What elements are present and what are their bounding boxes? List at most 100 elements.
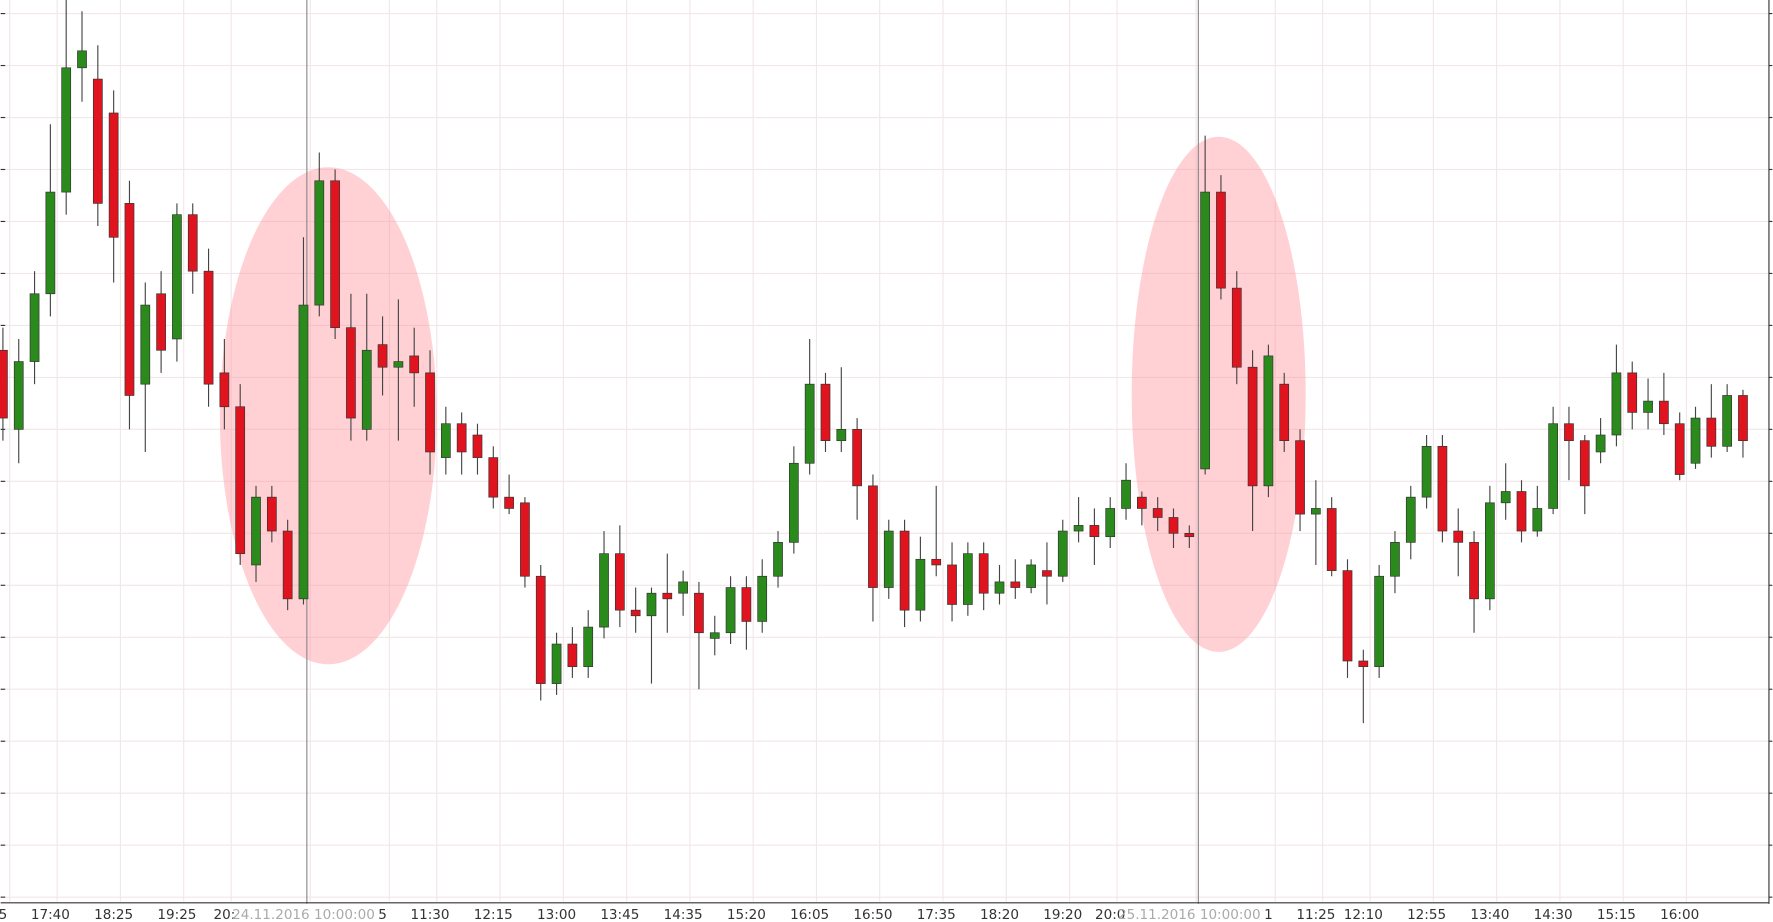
candle-body xyxy=(1358,660,1369,667)
candle-body xyxy=(314,180,325,306)
candle-body xyxy=(788,462,799,543)
candle-body xyxy=(852,429,862,487)
candle-body xyxy=(1279,383,1290,442)
x-tick-label: 15:20 xyxy=(727,907,766,922)
candle-body xyxy=(13,361,24,430)
candle-body xyxy=(1405,496,1416,543)
candle-body xyxy=(1516,491,1527,532)
candle-body xyxy=(124,203,135,396)
x-tick-label: 1 xyxy=(1264,907,1273,922)
candle-body xyxy=(1627,372,1638,413)
candle-body xyxy=(820,383,831,442)
candle-body xyxy=(108,112,119,238)
x-tick-label: 5 xyxy=(378,907,387,922)
candle-body xyxy=(1738,395,1748,442)
candle-body xyxy=(219,372,230,408)
candle-body xyxy=(899,530,910,611)
candle-body xyxy=(1042,570,1052,577)
x-tick-label: 17:40 xyxy=(31,907,70,922)
candle-body xyxy=(1311,508,1321,515)
candle-body xyxy=(931,558,942,566)
candle-body xyxy=(836,429,847,442)
candle-body xyxy=(409,355,420,374)
candle-body xyxy=(251,496,261,566)
candle-body xyxy=(883,530,894,588)
candle-body xyxy=(1200,191,1210,470)
candles xyxy=(0,0,1748,724)
candle-body xyxy=(92,78,103,204)
candle-body xyxy=(1595,434,1606,453)
x-tick-label: 11:30 xyxy=(410,907,449,922)
candle-body xyxy=(1564,423,1574,442)
candle-body xyxy=(757,575,768,622)
candle-body xyxy=(361,349,372,430)
candle-body xyxy=(298,304,309,600)
candle-body xyxy=(694,592,704,634)
candle-body xyxy=(1500,491,1511,504)
candle-body xyxy=(472,434,483,458)
candle-body xyxy=(1247,366,1258,487)
candle-body xyxy=(393,361,404,368)
candle-body xyxy=(29,293,40,362)
candle-body xyxy=(1136,496,1147,509)
candle-body xyxy=(1437,445,1448,532)
candle-body xyxy=(1674,423,1685,475)
candle-body xyxy=(741,587,752,622)
candle-body xyxy=(1421,445,1432,498)
x-tick-label: 15:15 xyxy=(1597,907,1636,922)
candle-body xyxy=(266,496,277,532)
candle-body xyxy=(330,180,340,329)
candle-body xyxy=(1010,581,1021,588)
candle-body xyxy=(662,592,673,600)
candle-body xyxy=(773,542,783,577)
candle-body xyxy=(994,581,1005,594)
candle-body xyxy=(1374,575,1384,667)
candle-body xyxy=(962,553,973,605)
candle-body xyxy=(203,270,214,385)
candle-body xyxy=(1390,542,1400,577)
candle-body xyxy=(440,423,451,458)
candle-body xyxy=(1469,542,1479,600)
x-tick-label: 11:25 xyxy=(1296,907,1335,922)
x-tick-label: 25.11.2016 10:00:00 xyxy=(1118,907,1261,922)
candle-body xyxy=(915,558,926,611)
x-tick-label: 13:40 xyxy=(1470,907,1509,922)
candle-body xyxy=(1168,517,1179,534)
candle-body xyxy=(140,304,151,385)
x-tick-label: 13:00 xyxy=(537,907,576,922)
candle-body xyxy=(1485,502,1495,600)
x-tick-label: 14:35 xyxy=(664,907,703,922)
x-tick-label: 20: xyxy=(213,907,235,922)
x-tick-label: 12:55 xyxy=(1407,907,1446,922)
x-tick-label: 16:05 xyxy=(790,907,829,922)
candle-body xyxy=(1089,525,1100,538)
candle-body xyxy=(978,553,989,594)
candle-body xyxy=(1231,287,1242,368)
candle-body xyxy=(187,214,198,272)
candle-body xyxy=(1548,423,1559,509)
candle-body xyxy=(377,344,388,368)
candle-body xyxy=(488,457,499,498)
x-tick-label: 13:45 xyxy=(600,907,639,922)
candle-body xyxy=(504,496,514,509)
candle-body xyxy=(535,575,546,684)
x-tick-label: 14:30 xyxy=(1534,907,1573,922)
candle-body xyxy=(1643,400,1653,413)
x-tick-label: 20:0 xyxy=(1095,907,1125,922)
candle-body xyxy=(520,502,530,577)
candle-body xyxy=(1722,395,1733,447)
candle-body xyxy=(456,423,467,453)
candle-body xyxy=(804,383,815,464)
candle-body xyxy=(1659,400,1669,425)
x-tick-label: 18:20 xyxy=(980,907,1019,922)
x-tick-label: 5 xyxy=(0,907,7,922)
candle-body xyxy=(1121,479,1131,509)
candle-body xyxy=(1295,440,1305,515)
candle-body xyxy=(1690,417,1701,464)
candle-body xyxy=(1579,440,1590,487)
candle-body xyxy=(1706,417,1717,447)
x-tick-label: 18:25 xyxy=(94,907,133,922)
candle-body xyxy=(1263,355,1274,487)
candle-body xyxy=(172,214,182,340)
